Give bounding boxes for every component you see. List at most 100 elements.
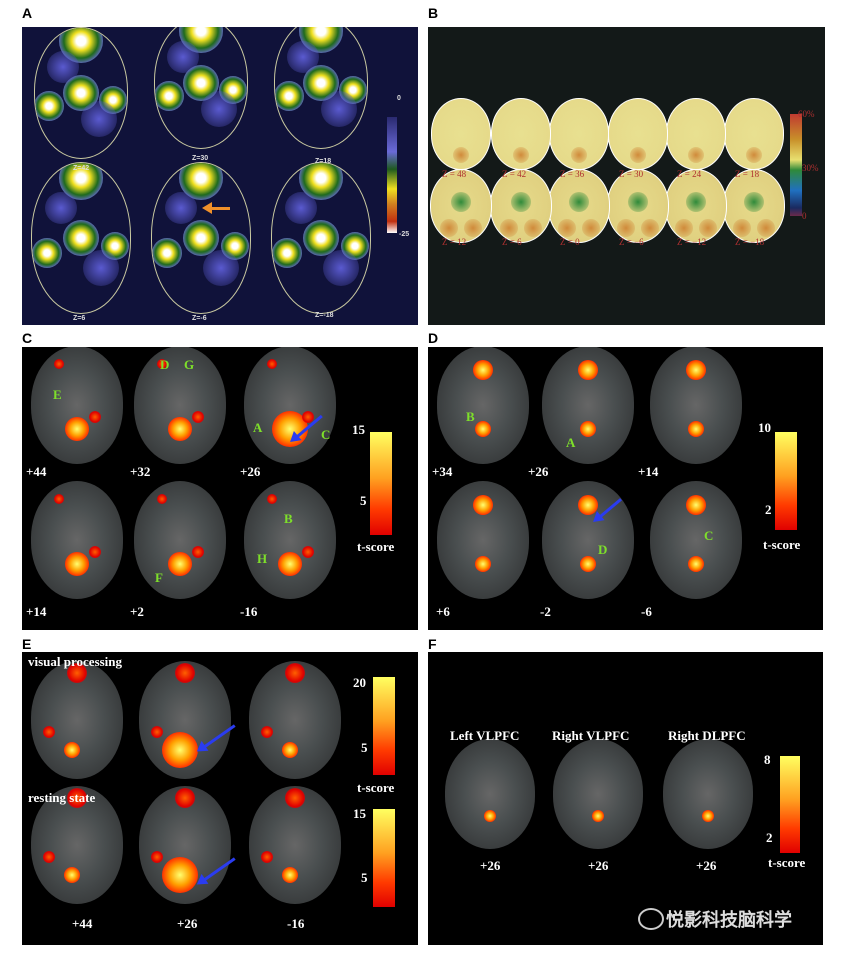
activation-blob [511, 192, 531, 213]
slice-label: Z = −18 [735, 237, 765, 247]
activation-blob [65, 416, 89, 441]
slice-label: Z = 42 [502, 169, 527, 179]
colorbar [373, 809, 395, 907]
colorbar-mid: 2 [766, 830, 773, 845]
brain-slice [139, 661, 231, 779]
brain-slice [431, 98, 491, 170]
watermark: 悦影科技脑科学 [666, 910, 792, 931]
colorbar-mid: 30% [802, 163, 819, 173]
brain-slice [31, 162, 131, 314]
brain-slice [607, 169, 669, 243]
activation-blob [156, 493, 167, 504]
region-label: B [284, 511, 293, 526]
slice-label: +6 [436, 604, 450, 619]
activation-blob [165, 192, 198, 224]
activation-blob [192, 410, 205, 423]
brain-slice [31, 481, 123, 599]
brain-slice [445, 739, 535, 849]
brain-slice [608, 98, 668, 170]
colorbar-bottom: 0 [802, 211, 807, 221]
brain-slice [244, 481, 336, 599]
colorbar [780, 756, 800, 853]
slice-label: Z = −6 [619, 237, 644, 247]
activation-blob [261, 850, 274, 863]
brain-slice [665, 169, 727, 243]
brain-slice [34, 27, 128, 159]
slice-label: Z = 12 [442, 237, 467, 247]
brain-slice [31, 661, 123, 779]
colorbar [790, 114, 802, 216]
slice-label: Z = 36 [560, 169, 585, 179]
brain-slice [154, 27, 248, 149]
activation-blob [569, 192, 589, 213]
row-label: resting state [28, 790, 96, 805]
activation-blob [628, 192, 648, 213]
activation-blob [558, 218, 576, 237]
activation-blob [686, 359, 706, 380]
panel-label-f: F [428, 636, 437, 652]
activation-blob [303, 220, 339, 256]
activation-blob [63, 220, 99, 256]
brain-slice [553, 739, 643, 849]
activation-blob [473, 494, 493, 515]
activation-blob [53, 493, 64, 504]
activation-blob [688, 147, 704, 163]
activation-blob [201, 91, 238, 127]
activation-blob [475, 420, 491, 437]
panel-label-d: D [428, 330, 439, 346]
slice-label: +26 [177, 916, 198, 931]
activation-blob [202, 250, 239, 286]
colorbar-title: t-score [768, 855, 806, 870]
activation-blob [175, 662, 195, 683]
orange-arrow [202, 202, 230, 214]
brain-slice [31, 347, 123, 464]
activation-blob [266, 493, 277, 504]
activation-blob [513, 147, 529, 163]
activation-blob [43, 725, 56, 738]
activation-blob [524, 218, 542, 237]
activation-blob [175, 787, 195, 808]
activation-blob [45, 192, 78, 224]
activation-blob [464, 218, 482, 237]
brain-slice [663, 739, 753, 849]
brain-slice [491, 98, 551, 170]
activation-blob [702, 810, 714, 822]
activation-blob [82, 250, 119, 286]
brain-slice [249, 786, 341, 904]
activation-blob [285, 192, 318, 224]
activation-blob [168, 551, 192, 576]
activation-blob [475, 555, 491, 572]
colorbar-top: 60% [798, 109, 815, 119]
region-label: C [321, 427, 331, 442]
colorbar-title: t-score [357, 780, 395, 795]
activation-blob [192, 545, 205, 558]
activation-blob [151, 725, 164, 738]
slice-label: +44 [72, 916, 93, 931]
activation-blob [53, 358, 64, 369]
region-label: A [253, 420, 263, 435]
brain-slice [249, 661, 341, 779]
colorbar-max: 10 [758, 420, 771, 435]
slice-label: +2 [130, 604, 144, 619]
colorbar-max: 20 [353, 675, 366, 690]
slice-label: +14 [26, 604, 47, 619]
activation-blob [630, 147, 646, 163]
brain-slice [548, 169, 610, 243]
wechat-icon [638, 908, 664, 930]
activation-blob [152, 238, 182, 268]
region-label: F [155, 570, 163, 585]
slice-label: +34 [432, 464, 453, 479]
brain-slice [244, 347, 336, 464]
activation-blob [67, 787, 87, 808]
brain-slice [134, 347, 226, 464]
brain-slice [134, 481, 226, 599]
slice-label: -2 [540, 604, 551, 619]
activation-blob [675, 218, 693, 237]
region-label: B [466, 409, 475, 424]
colorbar [373, 677, 395, 775]
activation-blob [453, 147, 469, 163]
slice-label: +32 [130, 464, 151, 479]
activation-blob [89, 545, 102, 558]
colorbar-max: 15 [352, 422, 365, 437]
colorbar-title: t-score [357, 539, 395, 554]
